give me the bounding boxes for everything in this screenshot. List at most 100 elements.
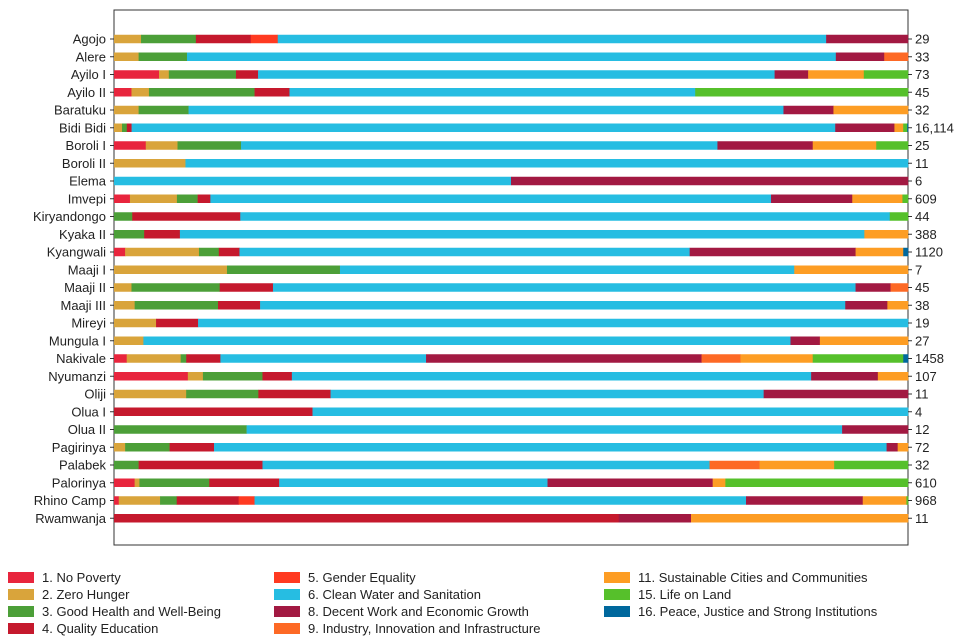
bar-segment-nakivale-s7 [702,354,741,363]
bar-segment-baratuku-s5 [189,106,784,115]
bar-segment-palabek-s7 [710,461,760,470]
category-label-olua-i: Olua I [71,404,106,419]
bar-segment-pagirinya-s5 [214,443,887,452]
bar-segment-maaji-ii-s6 [856,283,891,292]
bar-segment-mungula-i-s5 [143,337,790,346]
category-label-baratuku: Baratuku [54,103,106,118]
bar-segment-kyaka-ii-s5 [180,230,865,239]
bar-segment-olua-i-s5 [313,408,909,417]
legend-swatch [604,572,630,583]
bar-segment-rhino-camp-s6 [746,496,863,505]
bar-segment-ayilo-i-s2 [169,70,236,79]
bar-segment-kyangwali-s10 [903,248,908,257]
bar-segment-kyangwali-s2 [199,248,219,257]
bar-segment-imvepi-s3 [198,195,211,204]
count-label-maaji-ii: 45 [915,280,929,295]
bar-segment-kiryandongo-s9 [890,212,909,221]
bar-segment-kyaka-ii-s3 [144,230,180,239]
bar-segment-boroli-i-s9 [876,141,908,150]
bar-segment-ayilo-ii-s5 [289,88,695,97]
count-label-oliji: 11 [915,387,929,402]
bar-segment-nakivale-s1 [127,354,181,363]
bar-segment-nakivale-s10 [903,354,908,363]
legend-item-4-quality-education: 4. Quality Education [8,620,274,637]
bar-segment-palorinya-s5 [279,479,548,488]
bar-segment-ayilo-ii-s3 [255,88,290,97]
category-label-nyumanzi: Nyumanzi [48,369,106,384]
bar-segment-oliji-s5 [331,390,764,399]
bar-segment-palabek-s9 [834,461,908,470]
count-labels: 29 33 73 45 32 16,114 25 11 6 609 44 388 1120 7 45 38 19… [908,32,954,526]
category-label-alere: Alere [76,49,106,64]
bar-segment-baratuku-s2 [139,106,189,115]
category-label-maaji-i: Maaji I [68,262,106,277]
bar-segment-oliji-s6 [764,390,909,399]
bar-segment-palorinya-s6 [548,479,713,488]
legend-label: 15. Life on Land [638,587,731,602]
category-label-olua-ii: Olua II [68,422,106,437]
bar-segment-baratuku-s1 [114,106,139,115]
bar-segment-agojo-s6 [826,35,908,44]
category-label-imvepi: Imvepi [68,191,106,206]
category-label-elema: Elema [69,174,107,189]
legend-label: 2. Zero Hunger [42,587,129,602]
legend-item-2-zero-hunger: 2. Zero Hunger [8,586,274,603]
category-label-oliji: Oliji [84,387,106,402]
bar-segment-ayilo-i-s8 [808,70,864,79]
bar-segment-maaji-iii-s3 [218,301,260,310]
bar-segment-boroli-ii-s5 [185,159,908,168]
count-label-palorinya: 610 [915,475,937,490]
bar-segment-nakivale-s2 [181,354,187,363]
bar-segment-elema-s5 [114,177,511,186]
count-label-ayilo-i: 73 [915,67,929,82]
category-label-ayilo-ii: Ayilo II [67,85,106,100]
bar-segment-ayilo-i-s3 [236,70,258,79]
bar-segment-alere-s5 [187,53,836,62]
bar-segment-baratuku-s6 [783,106,833,115]
legend-label: 8. Decent Work and Economic Growth [308,604,529,619]
bar-segment-boroli-i-s1 [146,141,178,150]
bar-segment-nakivale-s5 [220,354,426,363]
bar-segment-pagirinya-s1 [114,443,125,452]
category-label-palorinya: Palorinya [52,475,107,490]
bar-segment-nakivale-s3 [186,354,220,363]
count-label-olua-ii: 12 [915,422,929,437]
bar-segment-maaji-ii-s7 [891,283,909,292]
bar-segment-imvepi-s2 [177,195,198,204]
count-label-palabek: 32 [915,458,929,473]
bar-segment-bidi-bidi-s3 [127,124,132,133]
category-label-agojo: Agojo [73,32,106,47]
bar-segment-boroli-i-s2 [178,141,242,150]
bar-segment-palorinya-s3 [209,479,279,488]
bar-segment-imvepi-s9 [902,195,908,204]
bar-segment-boroli-i-s5 [241,141,718,150]
legend-swatch [8,623,34,634]
bar-segment-rhino-camp-s5 [255,496,747,505]
legend-swatch [274,623,300,634]
bar-segment-rhino-camp-s8 [863,496,907,505]
count-label-ayilo-ii: 45 [915,85,929,100]
bar-segment-ayilo-i-s0 [114,70,159,79]
count-label-kiryandongo: 44 [915,209,929,224]
bar-segment-agojo-s3 [196,35,251,44]
legend-swatch [8,606,34,617]
count-label-elema: 6 [915,174,922,189]
bar-segment-palorinya-s2 [139,479,209,488]
bar-segment-imvepi-s6 [771,195,853,204]
bar-segment-palabek-s5 [262,461,709,470]
count-label-boroli-i: 25 [915,138,929,153]
legend-label: 11. Sustainable Cities and Communities [638,570,868,585]
legend-swatch [8,589,34,600]
bar-segment-nyumanzi-s6 [811,372,878,381]
bar-segment-maaji-iii-s5 [260,301,845,310]
legend-label: 9. Industry, Innovation and Infrastructu… [308,621,540,636]
legend-item-3-good-health-and-well-being: 3. Good Health and Well-Being [8,603,274,620]
category-label-kyangwali: Kyangwali [47,245,106,260]
count-label-maaji-i: 7 [915,262,922,277]
count-label-agojo: 29 [915,32,929,47]
count-label-rwamwanja: 11 [915,511,929,526]
bar-segment-agojo-s5 [278,35,827,44]
legend-label: 4. Quality Education [42,621,158,636]
bar-segment-imvepi-s5 [210,195,771,204]
bar-segment-imvepi-s8 [852,195,902,204]
